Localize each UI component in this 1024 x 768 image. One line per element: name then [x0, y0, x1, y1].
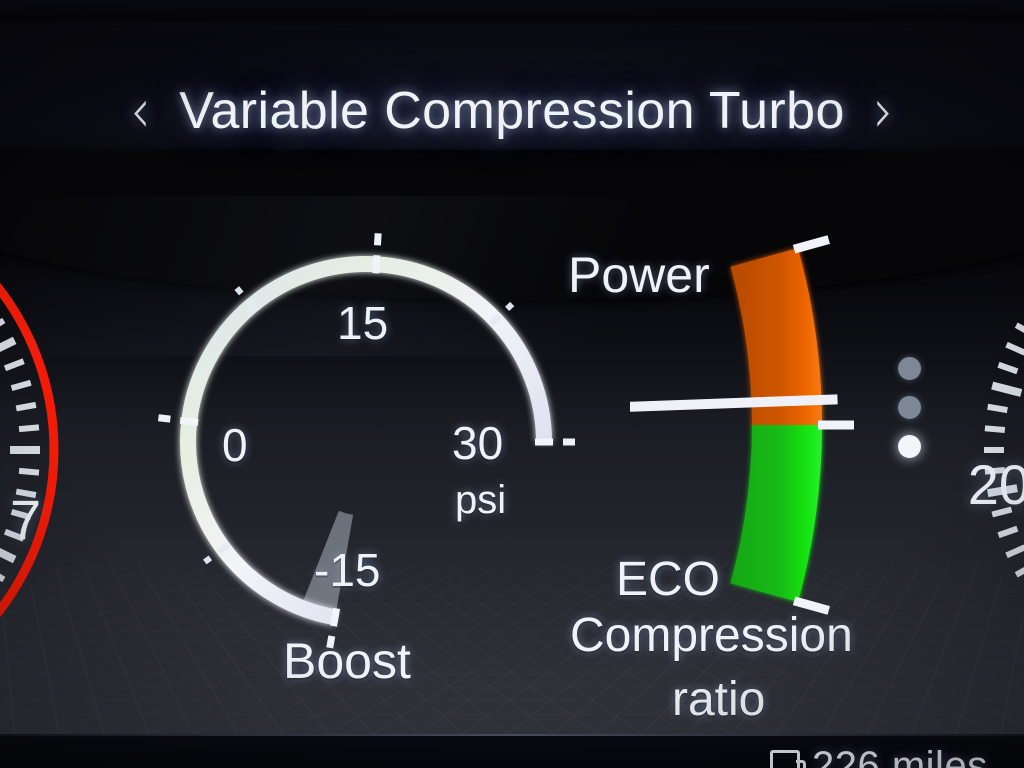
chevron-right-icon[interactable]: ›	[873, 74, 894, 147]
header-title-row: ‹ Variable Compression Turbo ›	[0, 68, 1024, 154]
tachometer-value-label: 7	[10, 488, 42, 551]
speedometer-value-label: 20	[967, 453, 1024, 516]
boost-tick-label-30: 30	[452, 417, 504, 469]
range-value: 226 miles	[812, 744, 988, 768]
boost-gauge-title: Boost	[283, 633, 411, 689]
compression-eco-label: ECO	[616, 553, 721, 606]
page-indicator[interactable]	[898, 357, 921, 474]
boost-tick-label-minus-15: -15	[314, 544, 381, 596]
boost-gauge	[158, 233, 575, 649]
top-bezel	[0, 0, 1024, 30]
compression-title-line1: Compression	[570, 609, 853, 662]
compression-title-line2: ratio	[672, 673, 766, 726]
page-dot-1[interactable]	[898, 357, 921, 380]
boost-tick-label-0: 0	[222, 419, 248, 471]
compression-power-label: Power	[568, 247, 710, 303]
compression-eco-segment	[730, 425, 822, 602]
page-dot-2[interactable]	[898, 396, 921, 419]
page-title: Variable Compression Turbo	[179, 82, 845, 140]
page-dot-3[interactable]	[898, 435, 921, 458]
chevron-left-icon[interactable]: ‹	[130, 74, 151, 147]
boost-unit-label: psi	[455, 478, 507, 522]
boost-tick-label-15: 15	[337, 297, 389, 349]
fuel-pump-icon	[770, 749, 806, 768]
range-readout: 226 miles	[770, 744, 988, 768]
